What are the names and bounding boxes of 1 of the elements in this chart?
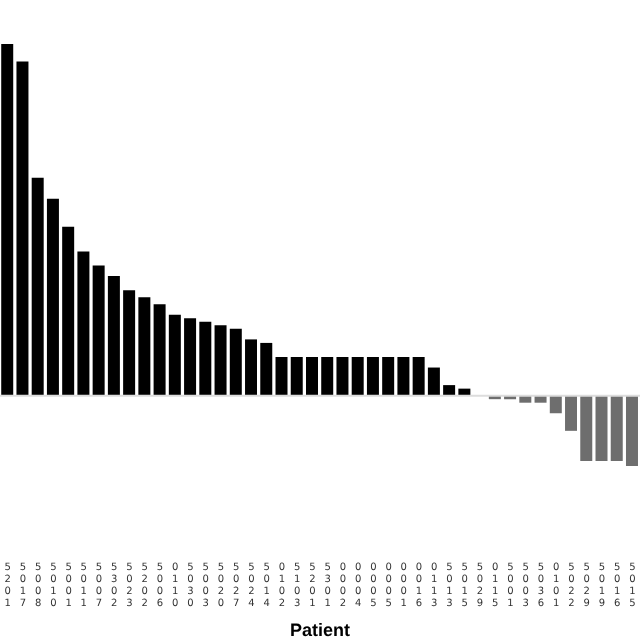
x-axis-title: Patient <box>289 620 351 640</box>
